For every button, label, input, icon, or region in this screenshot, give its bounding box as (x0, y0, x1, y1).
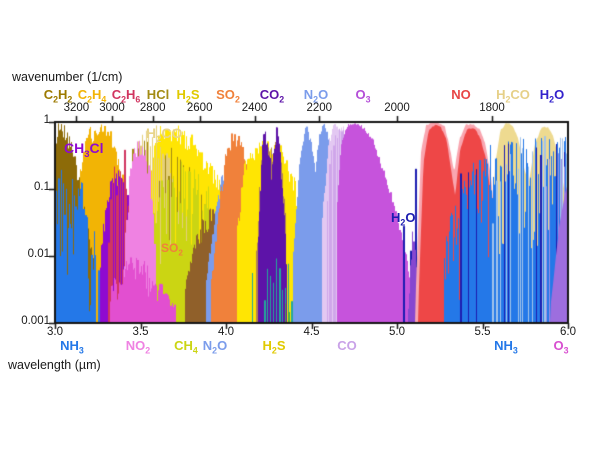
wavenumber-tick-label: 2800 (139, 102, 166, 114)
wavelength-tick-label: 4.5 (303, 326, 320, 338)
molecule-label-top: HCl (146, 87, 170, 102)
wavenumber-tick-label: 3000 (99, 102, 125, 114)
wavenumber-tick-label: 2000 (384, 102, 410, 114)
molecule-label-top: NO (451, 87, 471, 102)
y-axis-tick-label: 0.01 (27, 248, 50, 260)
molecule-label-bottom: NH3 (494, 338, 518, 356)
molecule-label-top: H2S (176, 87, 200, 105)
wavelength-tick-label: 5.0 (389, 326, 405, 338)
molecule-label-bottom: O3 (553, 338, 569, 356)
molecule-label-top: H2O (539, 87, 565, 105)
wavenumber-tick-label: 2400 (241, 102, 268, 114)
molecule-label-inplot: H2CO (146, 125, 183, 145)
molecule-label-top: C2H6 (111, 87, 141, 105)
y-axis-tick-label: 0.001 (21, 315, 50, 327)
wavelength-tick-label: 3.0 (47, 326, 63, 338)
molecule-label-top: C2H2 (43, 87, 73, 105)
molecule-label-bottom: CH4 (174, 338, 198, 356)
wavenumber-tick-label: 2200 (306, 102, 333, 114)
molecule-label-top: H2CO (496, 87, 530, 105)
molecule-label-top: N2O (303, 87, 329, 105)
molecule-label-inplot: H2O (391, 210, 416, 228)
wavelength-tick-label: 6.0 (560, 326, 576, 338)
top-axis-title: wavenumber (1/cm) (12, 70, 123, 84)
wavelength-tick-label: 3.5 (132, 326, 149, 338)
molecule-label-top: O3 (355, 87, 371, 105)
molecule-label-bottom: H2S (262, 338, 286, 356)
wavelength-tick-label: 4.0 (218, 326, 234, 338)
wavelength-tick-label: 5.5 (474, 326, 491, 338)
y-axis-tick-label: 1 (43, 114, 50, 126)
bottom-axis-title: wavelength (µm) (8, 358, 101, 372)
molecule-label-bottom: CO (337, 338, 357, 353)
molecule-label-inplot: SO2 (161, 241, 183, 258)
y-axis-tick-label: 0.1 (34, 181, 50, 193)
wavenumber-tick-label: 2600 (186, 102, 213, 114)
molecule-label-bottom: NO2 (125, 338, 151, 356)
wavenumber-tick-label: 3200 (63, 102, 90, 114)
molecule-label-top: SO2 (216, 87, 240, 105)
molecule-label-bottom: NH3 (60, 338, 84, 356)
molecule-label-bottom: N2O (202, 338, 228, 356)
molecule-label-top: C2H4 (77, 87, 107, 105)
molecule-label-top: CO2 (259, 87, 285, 105)
molecule-label-inplot: CH3Cl (64, 140, 104, 160)
wavenumber-tick-label: 1800 (479, 102, 505, 114)
